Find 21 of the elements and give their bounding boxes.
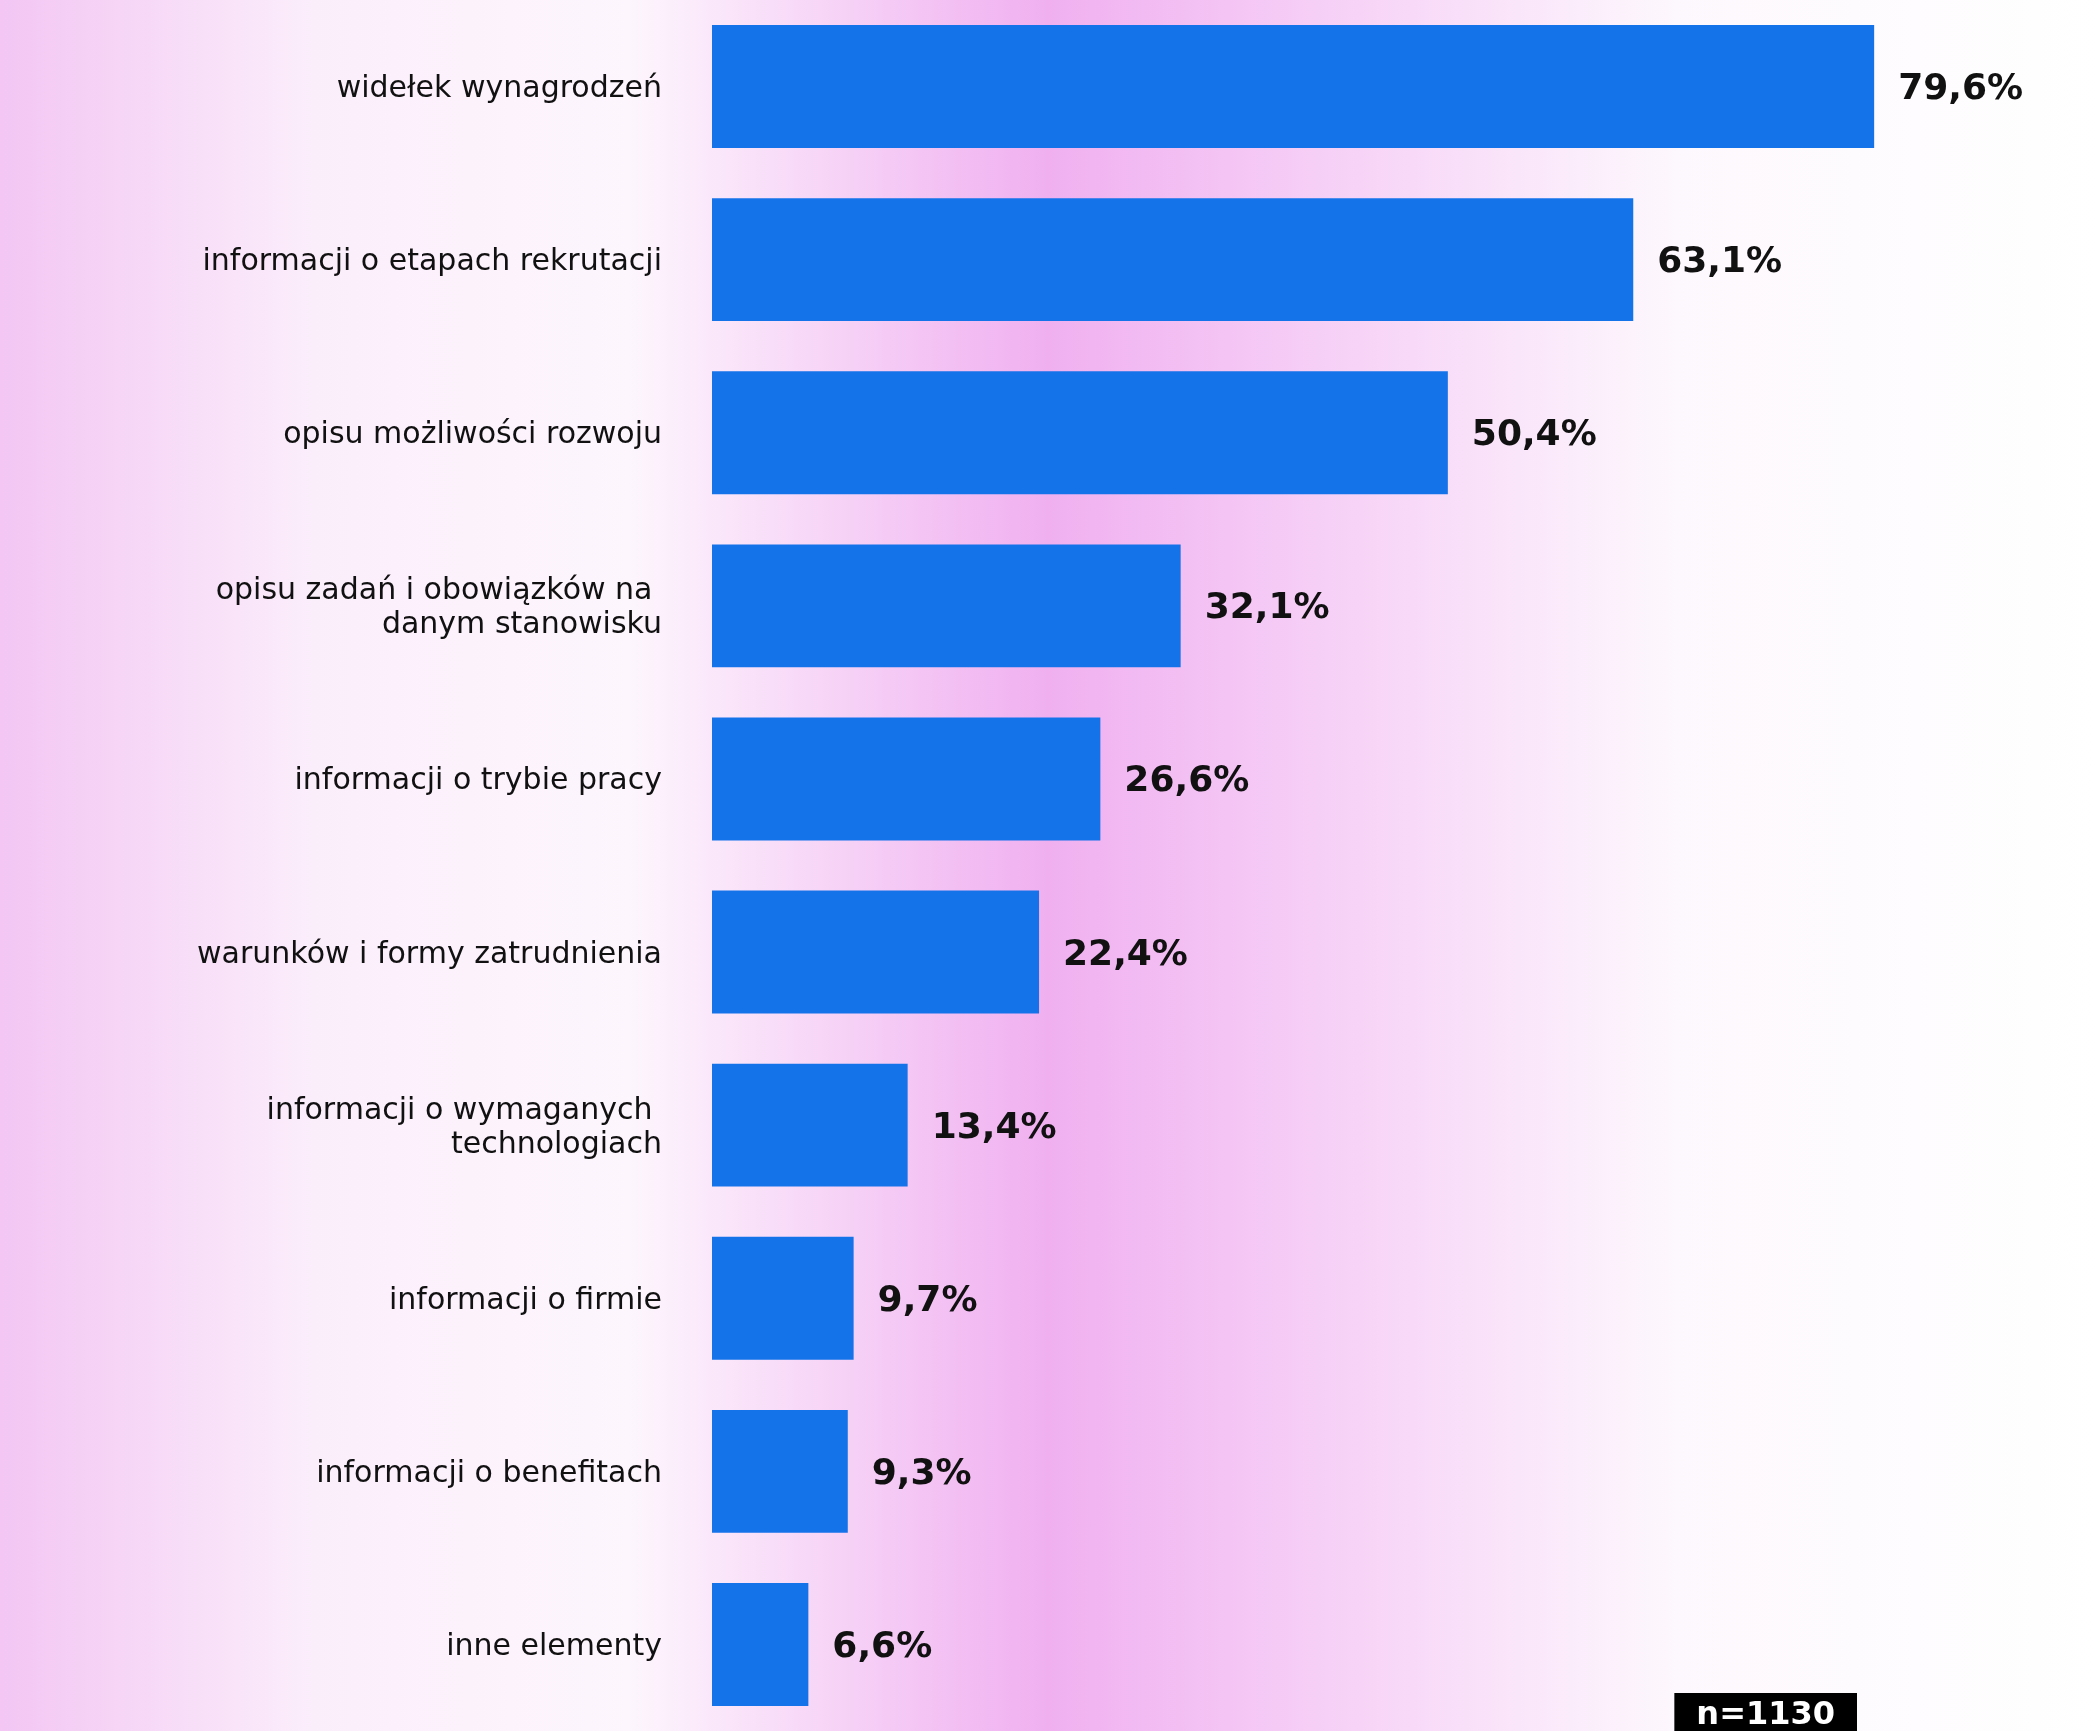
data-label: 9,7% xyxy=(877,1277,978,1319)
annotation: n=1130 xyxy=(1696,1694,1835,1731)
data-label: 32,1% xyxy=(1204,585,1330,627)
y-tick-label: warunków i formy zatrudnienia xyxy=(197,934,662,970)
y-tick-label: opisu zadań i obowiązków na danym stanowisku xyxy=(215,571,662,641)
data-label: 79,6% xyxy=(1898,66,2024,108)
data-label: 6,6% xyxy=(832,1623,933,1665)
y-tick-label: informacji o trybie pracy xyxy=(294,761,662,797)
data-label: 22,4% xyxy=(1063,931,1188,973)
y-tick-label: informacji o firmie xyxy=(389,1280,662,1316)
data-label: 9,3% xyxy=(871,1450,972,1492)
y-tick-label: opisu możliwości rozwoju xyxy=(283,415,662,451)
y-tick-label: informacji o etapach rekrutacji xyxy=(202,242,662,278)
data-label: 50,4% xyxy=(1471,412,1597,454)
data-label: 13,4% xyxy=(931,1104,1057,1146)
y-tick-label: inne elementy xyxy=(446,1626,662,1662)
data-label: 63,1% xyxy=(1657,239,1783,281)
y-tick-label: informacji o wymaganych technologiach xyxy=(266,1090,662,1160)
data-label: 26,6% xyxy=(1124,758,1250,800)
y-tick-label: informacji o benefitach xyxy=(316,1453,662,1489)
y-tick-label: widełek wynagrodzeń xyxy=(336,69,662,105)
